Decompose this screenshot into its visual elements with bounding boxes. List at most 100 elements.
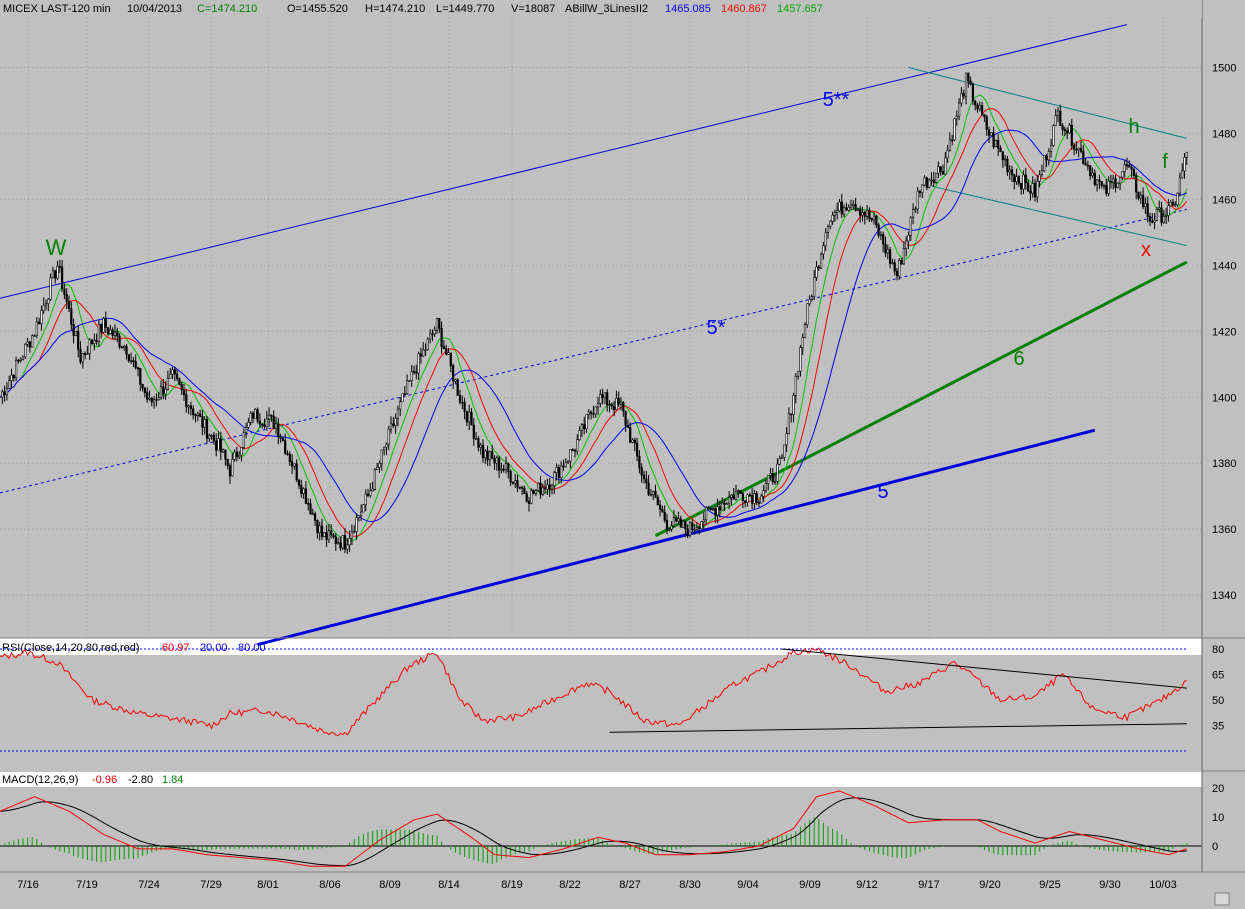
candle-body <box>1151 220 1154 223</box>
candle-body <box>704 507 708 521</box>
candle-body <box>111 329 114 336</box>
candle-body <box>1183 157 1186 172</box>
candle-body <box>40 310 43 325</box>
candle-body <box>1176 192 1179 206</box>
candle-body <box>603 392 606 399</box>
x-axis: 7/16 7/19 7/24 7/29 8/01 8/06 8/09 8/14 8/19 8/22… <box>0 872 1245 909</box>
price-panel[interactable]: W 5** 5* 5 6 h f x <box>0 18 1202 872</box>
candle-body <box>173 369 176 375</box>
annotation-w: W <box>46 235 67 260</box>
candle-body <box>1165 215 1168 217</box>
close-value: C=1474.210 <box>197 3 257 15</box>
candle-body <box>923 177 926 186</box>
candle-body <box>587 411 590 415</box>
rsi-panel[interactable] <box>0 647 1202 770</box>
candle-body <box>435 318 439 331</box>
candle-body <box>369 490 372 497</box>
candle-body <box>1178 177 1181 194</box>
macd-panel[interactable] <box>0 787 1202 872</box>
candle-body <box>769 473 772 476</box>
candle-body <box>934 172 938 183</box>
candle-body <box>962 93 965 97</box>
candle-body <box>19 358 22 361</box>
candle-body <box>440 327 443 347</box>
candle-body <box>1050 145 1053 152</box>
x-tick-label: 9/17 <box>918 879 939 891</box>
candle-body <box>868 210 871 219</box>
annotation-5-double-star: 5** <box>823 89 850 111</box>
candle-body <box>944 157 947 175</box>
candle-body <box>555 467 558 473</box>
candle-body <box>815 266 818 278</box>
candle-body <box>166 378 170 390</box>
candle-body <box>51 270 54 279</box>
x-tick-label: 9/20 <box>979 879 1000 891</box>
candle-body <box>240 447 243 456</box>
price-y-tick-label: 1460 <box>1212 194 1236 206</box>
candle-body <box>776 463 779 482</box>
candle-body <box>941 171 945 175</box>
candle-body <box>1001 151 1004 161</box>
candle-body <box>948 139 951 151</box>
candle-body <box>42 304 45 311</box>
candle-body <box>1038 174 1041 182</box>
candle-body <box>849 204 853 208</box>
x-axis-bg <box>0 872 1245 909</box>
candle-body <box>760 495 763 504</box>
candle-body <box>907 234 910 242</box>
x-tick-label: 8/30 <box>679 879 700 891</box>
date-label: 10/04/2013 <box>127 3 182 15</box>
candle-body <box>47 298 50 304</box>
candle-body <box>155 399 158 401</box>
candle-body <box>491 451 494 459</box>
candle-body <box>964 72 968 97</box>
candle-body <box>334 536 337 544</box>
candle-body <box>757 502 761 504</box>
high-value: H=1474.210 <box>365 3 425 15</box>
candle-body <box>58 265 61 268</box>
candle-body <box>417 353 420 374</box>
candle-body <box>817 266 820 269</box>
candle-body <box>583 424 586 430</box>
ma-blue-value: 1465.085 <box>665 3 711 15</box>
candle-body <box>884 243 887 254</box>
open-value: O=1455.520 <box>287 3 348 15</box>
candle-body <box>681 520 685 528</box>
candle-body <box>1068 124 1071 134</box>
scroll-marker[interactable] <box>1214 892 1230 906</box>
candle-body <box>709 507 712 510</box>
candle-body <box>327 530 331 541</box>
candle-body <box>394 418 397 426</box>
scroll-marker-box[interactable] <box>1214 892 1230 906</box>
candle-body <box>502 468 505 471</box>
candle-body <box>730 494 733 498</box>
candle-body <box>146 392 149 400</box>
candle-body <box>267 414 271 420</box>
candle-body <box>652 491 655 495</box>
annotation-f: f <box>1162 151 1168 173</box>
candle-body <box>905 240 908 249</box>
candle-body <box>645 478 648 484</box>
candle-body <box>1132 168 1135 177</box>
candle-body <box>79 349 82 363</box>
x-tick-label: 8/22 <box>559 879 580 891</box>
candle-body <box>88 339 91 354</box>
candle-body <box>1029 190 1032 194</box>
candle-body <box>617 397 620 405</box>
candle-body <box>990 132 993 136</box>
candle-body <box>799 347 802 372</box>
candle-body <box>534 490 537 494</box>
candle-body <box>290 461 294 467</box>
candle-body <box>205 419 209 439</box>
candle-body <box>408 380 411 382</box>
candle-body <box>727 497 731 505</box>
candle-body <box>224 449 227 460</box>
candle-body <box>656 496 659 506</box>
candle-body <box>748 494 751 497</box>
candle-body <box>693 529 696 531</box>
candle-body <box>37 321 41 325</box>
candle-body <box>1020 182 1023 190</box>
candle-body <box>26 341 29 345</box>
candle-body <box>70 308 73 325</box>
